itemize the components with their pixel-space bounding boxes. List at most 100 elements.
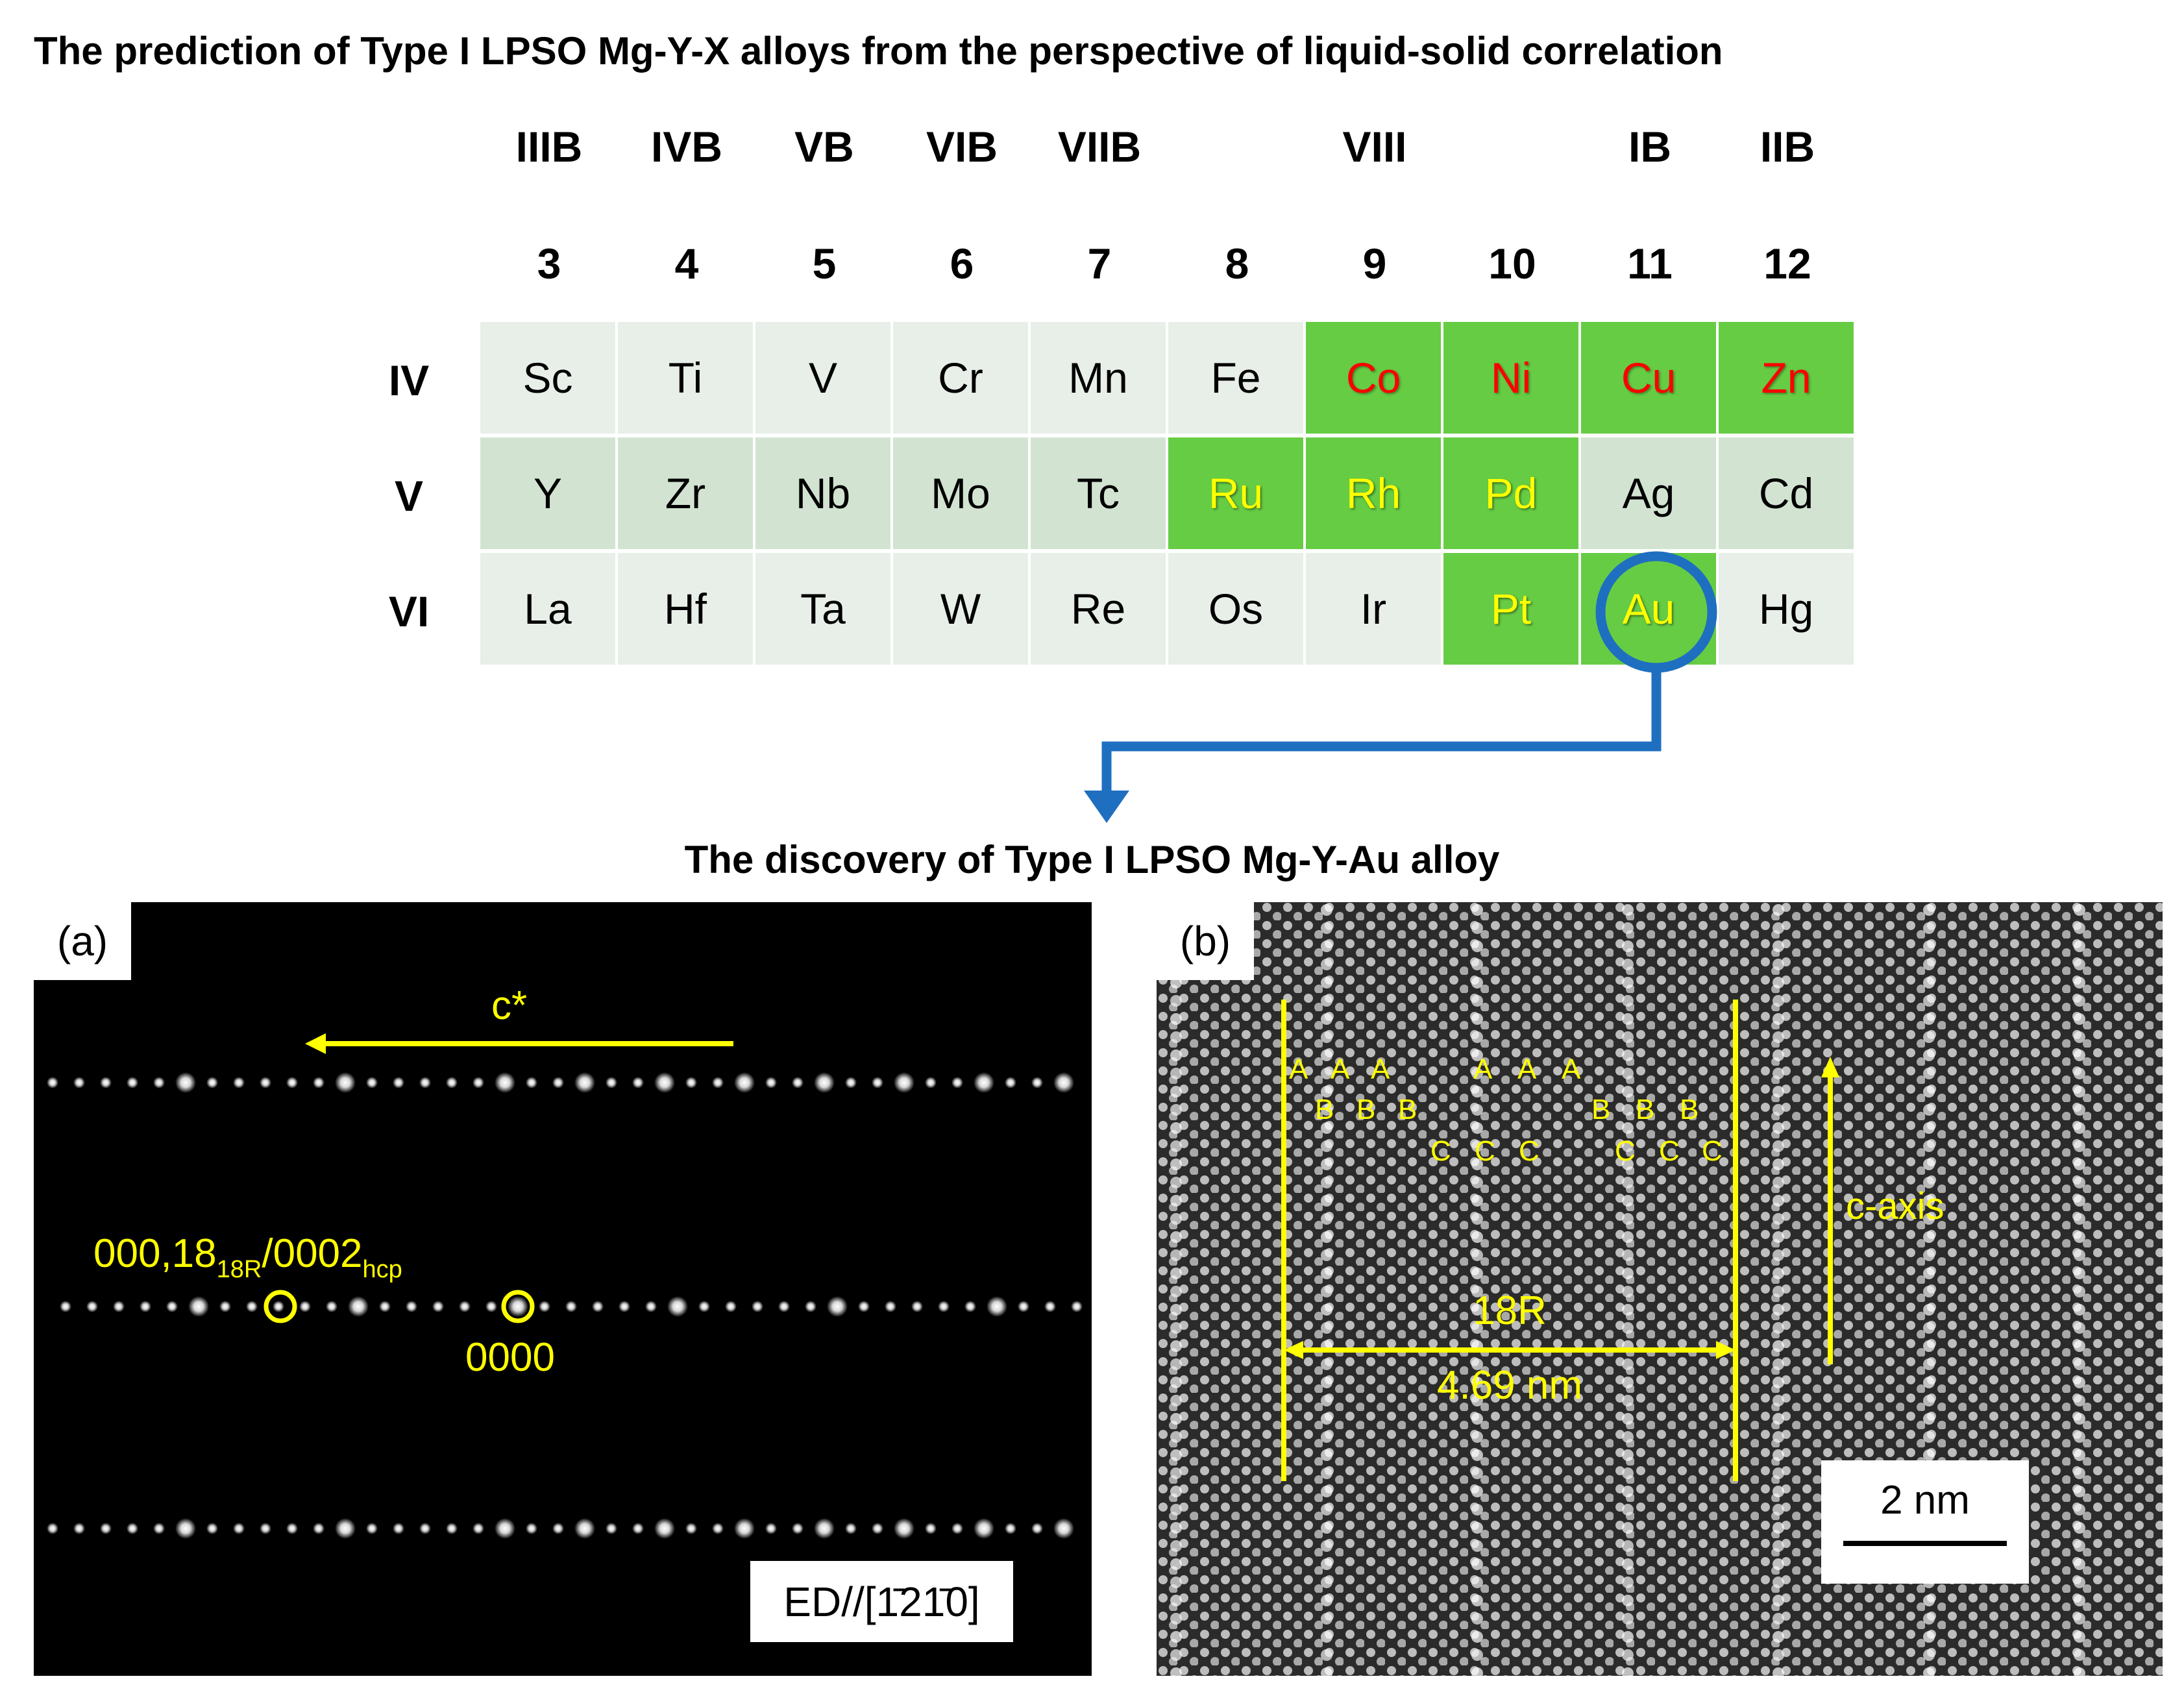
scale-bar [1843,1541,2007,1546]
diffraction-spots [47,1072,1083,1539]
diffraction-spot [606,1523,617,1534]
group-number-label: 12 [1763,239,1811,288]
diffraction-spot [175,1072,196,1093]
diffraction-spot [606,1077,617,1088]
diffraction-spot [219,1301,231,1312]
connector-arrow [1084,551,1717,823]
element-cell-sc: Sc [480,322,615,434]
diffraction-spot [1005,1523,1016,1534]
group-roman-label: IIIB [515,123,583,171]
period-label: VI [388,587,430,635]
element-cell-hf: Hf [618,553,753,665]
group-number-label: 11 [1627,239,1673,288]
element-cell-y: Y [480,437,615,549]
diffraction-spot [406,1301,417,1312]
group-roman-label: VB [794,123,854,171]
diffraction-spot [335,1072,356,1093]
connector-line [1101,669,1662,792]
diffraction-spot [894,1072,914,1093]
c-star-arrowhead [305,1033,326,1054]
diffraction-spot [206,1523,218,1534]
element-cell-zr: Zr [618,437,753,549]
diffraction-spot [685,1077,697,1088]
diffraction-spot [725,1301,737,1312]
diffraction-spot [765,1523,777,1534]
diffraction-spot [446,1077,458,1088]
diffraction-spot [845,1523,857,1534]
diffraction-spot [73,1523,85,1534]
group-number-label: 7 [1087,239,1112,288]
spot-ring-18r [264,1290,297,1323]
diffraction-spot [712,1077,724,1088]
diffraction-spot [667,1296,688,1317]
stacking-letter: B [1591,1094,1610,1125]
group-number-label: 3 [537,239,561,288]
diffraction-spot [858,1301,870,1312]
diffraction-spot [619,1301,630,1312]
group-number-label: 9 [1362,239,1387,288]
scale-bar-box: 2 nm [1821,1460,2029,1584]
element-cell-ag: Ag [1581,437,1716,549]
diffraction-spot [113,1301,125,1312]
diffraction-spot [495,1072,515,1093]
group-number-label: 5 [812,239,837,288]
diffraction-spot [1053,1518,1074,1539]
diffraction-spot [366,1523,378,1534]
diffraction-spot [827,1296,848,1317]
stacking-letter: C [1519,1135,1540,1167]
element-cell-ru: Ru [1168,437,1303,549]
diffraction-spot [153,1077,165,1088]
diffraction-spot [539,1301,550,1312]
stacking-letter: A [1562,1053,1581,1085]
diffraction-spot [734,1072,755,1093]
au-highlight-circle [1595,551,1717,673]
diffraction-spot [632,1077,644,1088]
diffraction-spot [752,1301,763,1312]
diffraction-spot [86,1301,98,1312]
main-title: The prediction of Type I LPSO Mg-Y-X all… [34,29,1723,73]
origin-label: 0000 [465,1335,555,1380]
diffraction-spot [60,1301,71,1312]
diffraction-spot [526,1077,537,1088]
period-label: V [394,472,424,520]
diffraction-spot [393,1523,404,1534]
diffraction-spot [925,1077,937,1088]
element-cell-ta: Ta [755,553,890,665]
group-roman-label: IB [1628,123,1671,171]
element-cell-co: Co [1306,322,1441,434]
group-roman-label: IVB [650,123,723,171]
diffraction-spot [951,1077,963,1088]
diffraction-spot [885,1301,896,1312]
diffraction-spot [1053,1072,1074,1093]
diffraction-spot [286,1523,298,1534]
element-cell-zn: Zn [1719,322,1854,434]
group-number-label: 6 [950,239,974,288]
element-cell-la: La [480,553,615,665]
element-cell-ir: Ir [1306,553,1441,665]
diffraction-spot [313,1077,325,1088]
diffraction-spot [175,1518,196,1539]
c-star-label: c* [491,983,527,1028]
diffraction-spot [73,1077,85,1088]
diffraction-spot [140,1301,151,1312]
diffraction-spot [100,1523,112,1534]
element-cell-ti: Ti [618,322,753,434]
element-cell-os: Os [1168,553,1303,665]
element-cell-pd: Pd [1443,437,1578,549]
element-cell-hg: Hg [1719,553,1854,665]
diffraction-spot [1031,1077,1043,1088]
diffraction-spot [419,1077,431,1088]
diffraction-spot [698,1301,710,1312]
diffraction-spot [987,1296,1007,1317]
diffraction-spot [845,1077,857,1088]
diffraction-spot [485,1301,497,1312]
stacking-letter: C [1475,1135,1495,1167]
diffraction-spot [911,1301,923,1312]
diffraction-spot [951,1523,963,1534]
element-cell-cu: Cu [1581,322,1716,434]
diffraction-spot [188,1296,209,1317]
diffraction-spot [974,1072,994,1093]
panel-a-label: (a) [34,902,131,980]
diffraction-spot [313,1523,325,1534]
